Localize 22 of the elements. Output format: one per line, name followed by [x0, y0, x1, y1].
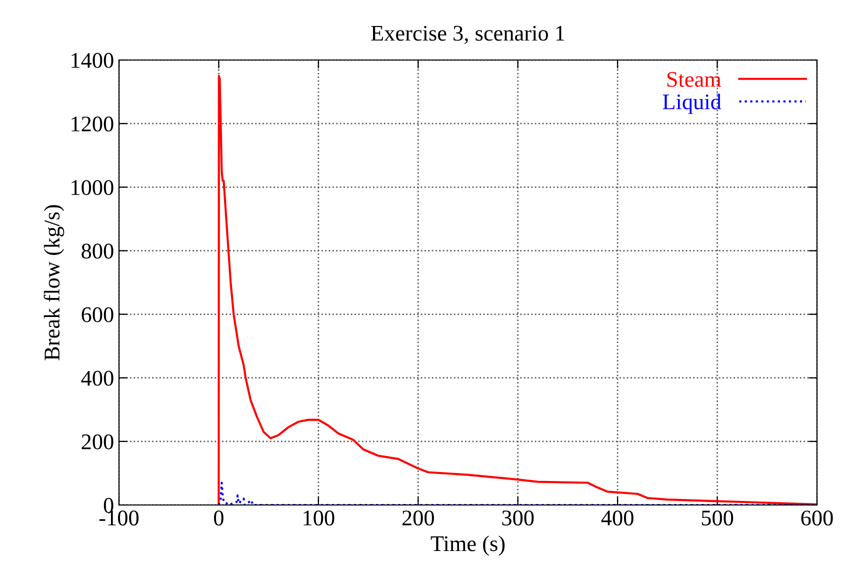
x-axis-title: Time (s) [430, 536, 505, 556]
x-tick-label: 200 [402, 510, 434, 526]
y-tick-label: 400 [81, 370, 114, 386]
chart-title: Exercise 3, scenario 1 [371, 26, 564, 44]
line-series [218, 482, 817, 505]
y-tick-label: 800 [82, 244, 114, 259]
y-tick-label: 1000 [72, 180, 114, 196]
legend-label: Liquid [662, 94, 722, 114]
y-axis-title: Break flow (kg/s) [44, 205, 64, 360]
x-tick-label: 100 [304, 510, 334, 526]
x-tick-label: 600 [801, 510, 833, 526]
x-tick-label: 500 [702, 510, 734, 526]
y-tick-label: 600 [82, 307, 114, 322]
y-tick-label: 1200 [72, 116, 114, 132]
y-tick-label: 1400 [72, 52, 114, 68]
x-tick-label: 300 [502, 510, 534, 526]
y-tick-label: 200 [82, 434, 114, 450]
text: Steam [667, 72, 722, 87]
x-tick-label: 0 [214, 510, 224, 526]
x-tick-label: -100 [99, 510, 139, 526]
y-tick-label: 0 [104, 498, 114, 513]
x-tick-label: 400 [601, 510, 634, 526]
